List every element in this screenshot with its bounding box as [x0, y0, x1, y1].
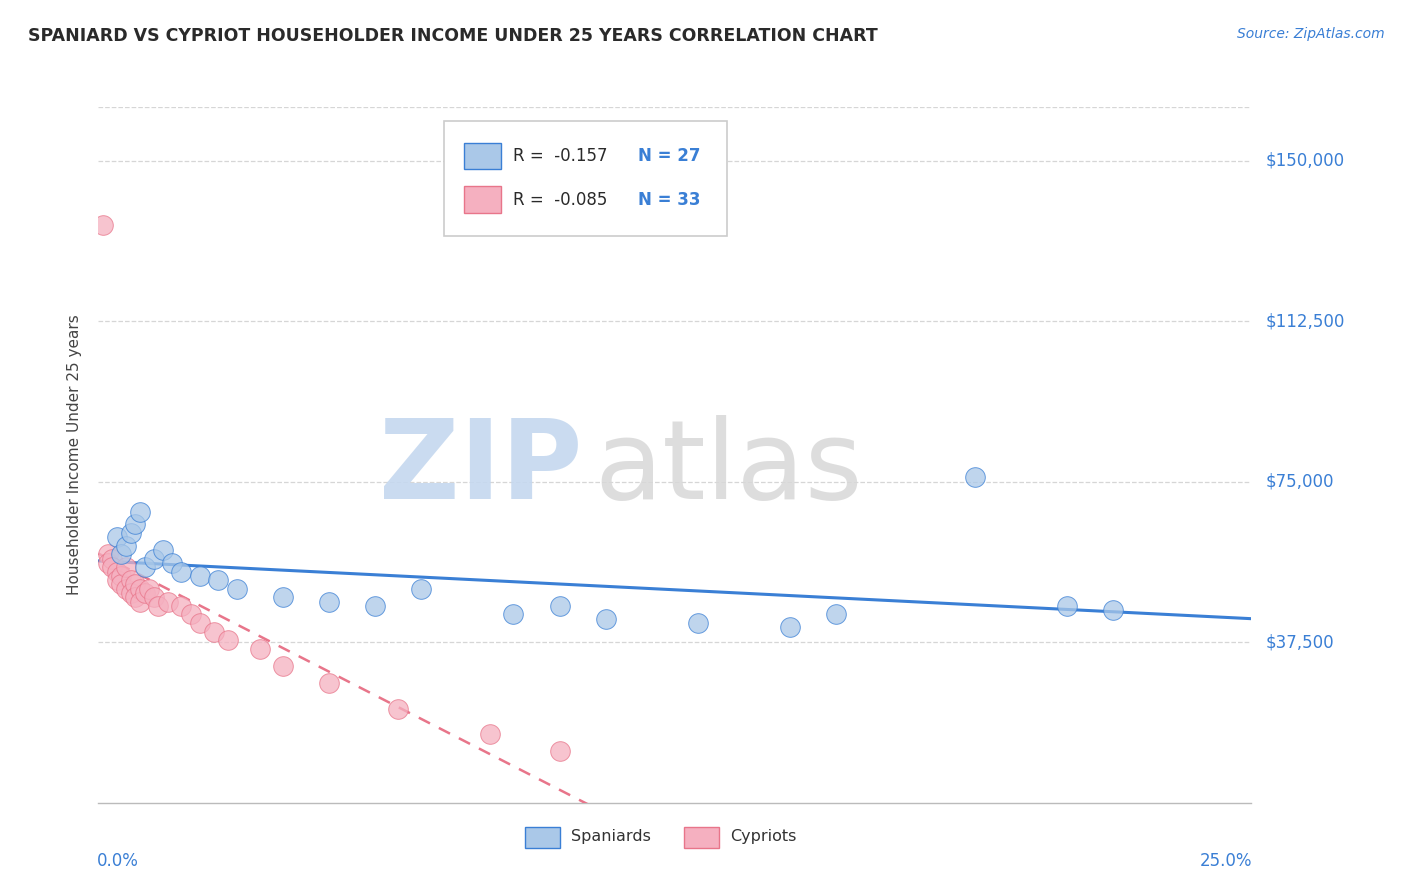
- Point: [129, 594, 152, 608]
- Point: [124, 577, 146, 591]
- Point: [1102, 603, 1125, 617]
- Text: $150,000: $150,000: [1265, 152, 1344, 169]
- Text: 25.0%: 25.0%: [1199, 852, 1253, 870]
- Point: [364, 599, 387, 613]
- Point: [779, 620, 801, 634]
- Text: Source: ZipAtlas.com: Source: ZipAtlas.com: [1237, 27, 1385, 41]
- Point: [129, 582, 152, 596]
- Point: [115, 560, 138, 574]
- Point: [188, 569, 211, 583]
- Point: [134, 586, 156, 600]
- Point: [170, 599, 193, 613]
- Point: [152, 543, 174, 558]
- Point: [188, 615, 211, 630]
- Point: [548, 599, 571, 613]
- Point: [142, 551, 165, 566]
- Text: atlas: atlas: [595, 416, 863, 523]
- FancyBboxPatch shape: [685, 827, 718, 848]
- Text: 0.0%: 0.0%: [97, 852, 139, 870]
- Point: [411, 582, 433, 596]
- FancyBboxPatch shape: [464, 186, 501, 213]
- Point: [825, 607, 848, 622]
- Point: [97, 548, 120, 562]
- Point: [207, 573, 229, 587]
- Point: [101, 551, 124, 566]
- Point: [115, 582, 138, 596]
- Point: [105, 565, 128, 579]
- FancyBboxPatch shape: [524, 827, 560, 848]
- Point: [318, 676, 340, 690]
- Text: Spaniards: Spaniards: [571, 829, 651, 844]
- Point: [110, 569, 132, 583]
- Point: [479, 727, 502, 741]
- Point: [548, 744, 571, 758]
- Point: [110, 577, 132, 591]
- Point: [963, 470, 986, 484]
- Y-axis label: Householder Income Under 25 years: Householder Income Under 25 years: [67, 315, 83, 595]
- Point: [110, 548, 132, 562]
- Point: [595, 612, 617, 626]
- Point: [134, 560, 156, 574]
- Point: [138, 582, 160, 596]
- Point: [120, 526, 142, 541]
- Point: [156, 594, 179, 608]
- Point: [271, 591, 294, 605]
- Point: [686, 615, 709, 630]
- Point: [271, 658, 294, 673]
- Text: SPANIARD VS CYPRIOT HOUSEHOLDER INCOME UNDER 25 YEARS CORRELATION CHART: SPANIARD VS CYPRIOT HOUSEHOLDER INCOME U…: [28, 27, 877, 45]
- Point: [318, 594, 340, 608]
- Text: R =  -0.085: R = -0.085: [513, 191, 607, 209]
- Point: [217, 633, 239, 648]
- Point: [387, 701, 409, 715]
- Point: [202, 624, 225, 639]
- Point: [1056, 599, 1078, 613]
- Point: [160, 556, 183, 570]
- FancyBboxPatch shape: [464, 143, 501, 169]
- Point: [120, 586, 142, 600]
- Point: [129, 505, 152, 519]
- Point: [170, 565, 193, 579]
- Text: Cypriots: Cypriots: [730, 829, 797, 844]
- Point: [91, 218, 114, 232]
- Text: R =  -0.157: R = -0.157: [513, 147, 607, 165]
- Point: [249, 641, 271, 656]
- Point: [124, 591, 146, 605]
- Point: [148, 599, 170, 613]
- Text: ZIP: ZIP: [380, 416, 582, 523]
- FancyBboxPatch shape: [444, 121, 727, 235]
- Point: [124, 517, 146, 532]
- Point: [97, 556, 120, 570]
- Point: [115, 539, 138, 553]
- Point: [120, 573, 142, 587]
- Text: $112,500: $112,500: [1265, 312, 1344, 330]
- Point: [502, 607, 524, 622]
- Point: [180, 607, 202, 622]
- Point: [105, 573, 128, 587]
- Text: $75,000: $75,000: [1265, 473, 1334, 491]
- Point: [142, 591, 165, 605]
- Text: $37,500: $37,500: [1265, 633, 1334, 651]
- Point: [101, 560, 124, 574]
- Point: [225, 582, 247, 596]
- Text: N = 27: N = 27: [638, 147, 700, 165]
- Point: [105, 530, 128, 544]
- Text: N = 33: N = 33: [638, 191, 700, 209]
